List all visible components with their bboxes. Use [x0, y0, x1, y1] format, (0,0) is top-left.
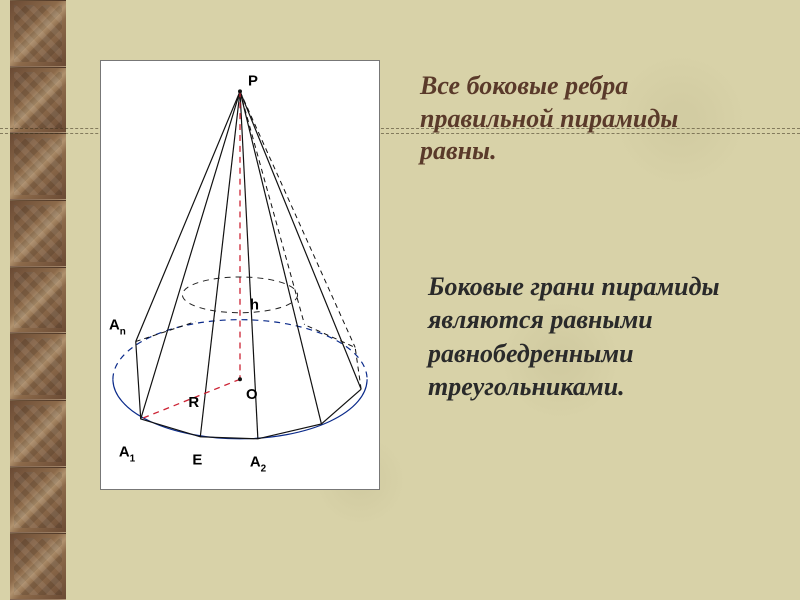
- label-h: h: [250, 298, 259, 314]
- label-An: An: [109, 318, 126, 338]
- label-O: O: [246, 387, 258, 403]
- pyramid-diagram: P h O R An A1 E A2: [101, 61, 379, 489]
- decorative-ribbon: [10, 0, 66, 600]
- statement-1: Все боковые ребра правильной пирамиды ра…: [420, 70, 760, 168]
- label-E: E: [192, 453, 202, 469]
- diagram-card: P h O R An A1 E A2: [100, 60, 380, 490]
- label-R: R: [188, 395, 199, 411]
- label-A1: A1: [119, 445, 136, 465]
- label-P: P: [248, 73, 258, 89]
- statement-2: Боковые грани пирамиды являются равными …: [428, 270, 768, 403]
- label-A2: A2: [250, 455, 267, 475]
